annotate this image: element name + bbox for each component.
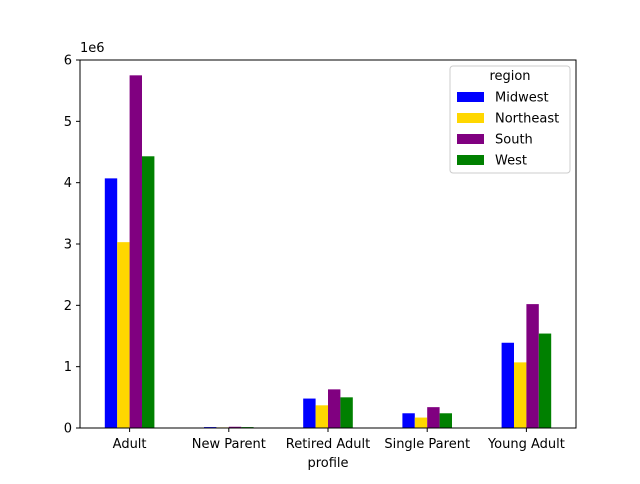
x-tick-label: Adult	[113, 437, 147, 452]
bar-west-young-adult	[539, 334, 551, 428]
y-tick-label: 0	[64, 422, 72, 437]
bar-south-retired-adult	[328, 389, 340, 428]
bar-midwest-young-adult	[502, 343, 514, 428]
legend-label-west: West	[495, 154, 527, 169]
y-tick-label: 4	[64, 176, 72, 191]
legend-title: region	[489, 69, 530, 84]
bar-northeast-young-adult	[514, 362, 526, 428]
y-tick-label: 6	[64, 54, 72, 69]
legend-label-northeast: Northeast	[495, 112, 559, 127]
legend-swatch-west	[457, 155, 484, 165]
bar-south-adult	[130, 75, 142, 428]
x-tick-label: Young Adult	[487, 437, 565, 452]
x-tick-label: Retired Adult	[286, 437, 370, 452]
y-tick-label: 2	[64, 299, 72, 314]
bar-northeast-single-parent	[415, 418, 427, 428]
legend-swatch-midwest	[457, 92, 484, 102]
bar-northeast-retired-adult	[316, 405, 328, 428]
legend-swatch-northeast	[457, 113, 484, 123]
y-tick-label: 1	[64, 360, 72, 375]
bar-midwest-adult	[105, 178, 117, 428]
x-axis: Adult New Parent Retired Adult Single Paren…	[113, 428, 565, 452]
bar-south-single-parent	[427, 407, 439, 428]
x-axis-label: profile	[307, 456, 348, 471]
bar-west-adult	[142, 156, 154, 428]
bar-south-young-adult	[526, 304, 538, 428]
y-offset-label: 1e6	[80, 41, 105, 56]
bar-northeast-adult	[117, 242, 129, 428]
legend-label-south: South	[495, 133, 533, 148]
y-tick-label: 5	[64, 115, 72, 130]
bar-midwest-retired-adult	[303, 399, 315, 428]
x-tick-label: New Parent	[192, 437, 266, 452]
legend: region Midwest Northeast South West	[450, 66, 570, 173]
bar-midwest-single-parent	[402, 413, 414, 428]
legend-swatch-south	[457, 134, 484, 144]
legend-label-midwest: Midwest	[495, 91, 549, 106]
bar-west-retired-adult	[340, 397, 352, 428]
bar-west-single-parent	[440, 413, 452, 428]
y-axis: 0 1 2 3 4 5 6	[64, 54, 80, 437]
x-tick-label: Single Parent	[384, 437, 470, 452]
y-tick-label: 3	[64, 238, 72, 253]
